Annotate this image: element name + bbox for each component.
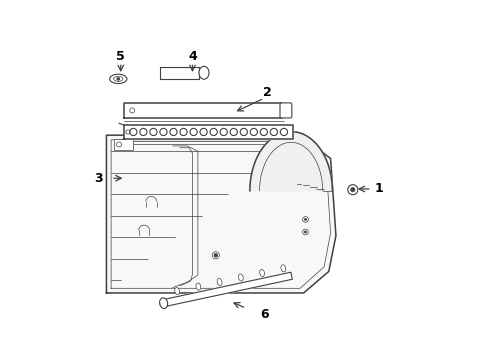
Ellipse shape — [113, 76, 122, 81]
Polygon shape — [106, 135, 335, 293]
Circle shape — [304, 231, 306, 233]
Text: 3: 3 — [94, 172, 102, 185]
Polygon shape — [124, 103, 282, 118]
FancyBboxPatch shape — [280, 103, 291, 118]
Ellipse shape — [259, 269, 264, 276]
Circle shape — [117, 77, 120, 80]
Polygon shape — [249, 132, 332, 191]
Ellipse shape — [159, 298, 167, 309]
Polygon shape — [163, 272, 292, 307]
Ellipse shape — [238, 274, 243, 281]
Ellipse shape — [174, 288, 179, 294]
Polygon shape — [124, 125, 292, 139]
Ellipse shape — [199, 66, 208, 79]
Text: 5: 5 — [116, 50, 125, 63]
Ellipse shape — [217, 279, 222, 285]
Text: 6: 6 — [260, 308, 268, 321]
Bar — [113, 139, 133, 149]
Polygon shape — [160, 67, 199, 79]
Ellipse shape — [280, 265, 285, 272]
Ellipse shape — [109, 74, 126, 84]
Text: 4: 4 — [188, 50, 197, 63]
Text: 1: 1 — [374, 183, 383, 195]
Circle shape — [304, 219, 306, 221]
Circle shape — [214, 253, 217, 257]
Text: 2: 2 — [263, 86, 272, 99]
Ellipse shape — [196, 283, 201, 290]
Circle shape — [350, 188, 354, 192]
